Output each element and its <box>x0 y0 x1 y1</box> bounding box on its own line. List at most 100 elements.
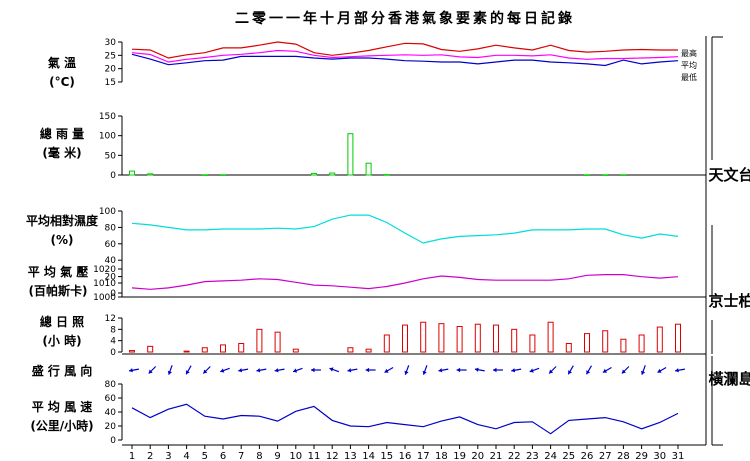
wind-speed-y-tick-label: 0 <box>110 436 116 446</box>
rainfall-bar <box>201 174 208 176</box>
temperature-y-tick-label: 30 <box>105 38 117 48</box>
pressure-y-tick-label: 1020 <box>93 265 116 275</box>
wind-direction-arrow <box>641 365 646 375</box>
wind-direction-arrow <box>365 367 376 373</box>
x-tick-label: 26 <box>581 451 594 461</box>
x-tick-label: 21 <box>490 451 503 461</box>
sunshine-y-tick-label: 8 <box>110 325 116 335</box>
wind-direction-arrow <box>602 366 612 374</box>
sunshine-bar <box>620 338 627 353</box>
rainfall-y-tick-label: 100 <box>99 132 116 142</box>
sunshine-bar <box>402 324 408 353</box>
x-tick-label: 29 <box>635 451 648 461</box>
sunshine-label-line1: 總 日 照 <box>40 314 84 329</box>
sunshine-bar <box>383 334 390 353</box>
temperature-line <box>131 53 679 67</box>
x-tick-label: 11 <box>308 451 321 461</box>
sunshine-bar <box>347 347 354 353</box>
x-tick-label: 24 <box>544 451 557 461</box>
rainfall-label-line2: (毫 米) <box>42 145 81 160</box>
legend-min: 最低 <box>681 72 697 82</box>
wind-direction-arrow <box>585 365 593 375</box>
wind-direction-arrow <box>292 367 303 373</box>
x-tick-label: 28 <box>617 451 630 461</box>
wind-direction-arrow <box>167 365 173 375</box>
humidity-y-tick-label: 60 <box>105 240 117 250</box>
pressure-label-line2: (百帕斯卡) <box>29 283 88 298</box>
humidity-y-tick-label: 20 <box>105 273 117 283</box>
sunshine-bar <box>292 348 299 353</box>
wind-speed-y-tick-label: 40 <box>105 408 117 418</box>
rainfall-bar <box>365 162 372 176</box>
wind-direction-arrow <box>384 366 394 374</box>
sunshine-bar <box>584 333 590 353</box>
sunshine-bar <box>456 326 463 353</box>
wind-direction-arrow <box>511 368 522 373</box>
wind-direction-arrow <box>220 367 230 373</box>
x-tick-label: 14 <box>362 451 375 461</box>
station-observatory: 天文台 <box>708 166 750 184</box>
temperature-label-line2: (°C) <box>49 75 75 89</box>
sunshine-y-tick-label: 0 <box>110 348 116 358</box>
x-tick-label: 31 <box>672 451 685 461</box>
rainfall-y-tick-label: 0 <box>110 171 116 181</box>
temperature-line <box>131 49 679 63</box>
sunshine-bar <box>565 343 572 353</box>
wind-direction-arrow <box>474 367 485 372</box>
humidity-y-tick-label: 100 <box>99 207 116 217</box>
rainfall-bar <box>383 174 390 176</box>
wind-speed-y-tick-label: 80 <box>105 380 117 390</box>
wind-direction-arrow <box>548 366 557 374</box>
sunshine-y-tick-label: 4 <box>110 337 116 347</box>
wind-direction-arrow <box>404 365 410 375</box>
sunshine-bar <box>129 350 135 353</box>
wind-direction-arrow <box>567 365 574 375</box>
sunshine-bar <box>438 323 445 353</box>
x-tick-label: 1 <box>129 451 135 461</box>
rainfall-bar <box>329 172 336 176</box>
legend-max: 最高 <box>681 48 697 58</box>
x-tick-label: 6 <box>220 451 226 461</box>
chart-title: 二零一一年十月部分香港氣象要素的每日記錄 <box>235 10 575 27</box>
sunshine-bar <box>147 345 154 353</box>
wind-speed-label-line2: (公里/小時) <box>30 418 93 433</box>
rainfall-y-tick-label: 150 <box>99 112 116 122</box>
pressure-line <box>131 274 679 290</box>
rainfall-bar <box>584 174 590 176</box>
wind-direction-arrow <box>621 366 630 374</box>
wind-direction-arrow <box>128 368 140 373</box>
rainfall-bar <box>311 172 317 176</box>
x-tick-label: 19 <box>453 451 466 461</box>
wind-direction-arrow <box>422 365 428 375</box>
x-tick-label: 15 <box>380 451 393 461</box>
sunshine-bar <box>493 324 499 353</box>
temperature-line <box>131 41 678 59</box>
x-tick-label: 2 <box>147 451 153 461</box>
wind-direction-arrow <box>493 367 503 373</box>
sunshine-bar <box>256 328 263 353</box>
x-tick-label: 20 <box>471 451 484 461</box>
x-tick-label: 18 <box>435 451 448 461</box>
x-tick-label: 13 <box>344 451 357 461</box>
station-kings-park: 京士柏 <box>708 292 750 310</box>
sunshine-bar <box>602 330 609 353</box>
x-tick-label: 27 <box>599 451 612 461</box>
wind-direction-arrow <box>456 367 467 373</box>
x-tick-label: 16 <box>399 451 412 461</box>
humidity-y-tick-label: 40 <box>105 256 117 266</box>
sunshine-bar <box>529 334 536 353</box>
wind-direction-arrow <box>347 368 358 373</box>
wind-direction-label: 盛 行 風 向 <box>32 363 93 378</box>
rainfall-label-line1: 總 雨 量 <box>40 126 84 141</box>
legend-mean: 平均 <box>681 60 697 70</box>
humidity-label-line2: (%) <box>51 233 74 247</box>
wind-speed-y-tick-label: 60 <box>105 394 117 404</box>
wind-direction-arrow <box>311 367 321 373</box>
temperature-y-tick-label: 15 <box>105 78 116 88</box>
x-tick-label: 30 <box>653 451 666 461</box>
x-tick-label: 12 <box>326 451 339 461</box>
wind-direction-arrow <box>238 368 249 373</box>
x-tick-label: 23 <box>526 451 539 461</box>
station-waglan: 橫瀾島 <box>708 370 750 388</box>
